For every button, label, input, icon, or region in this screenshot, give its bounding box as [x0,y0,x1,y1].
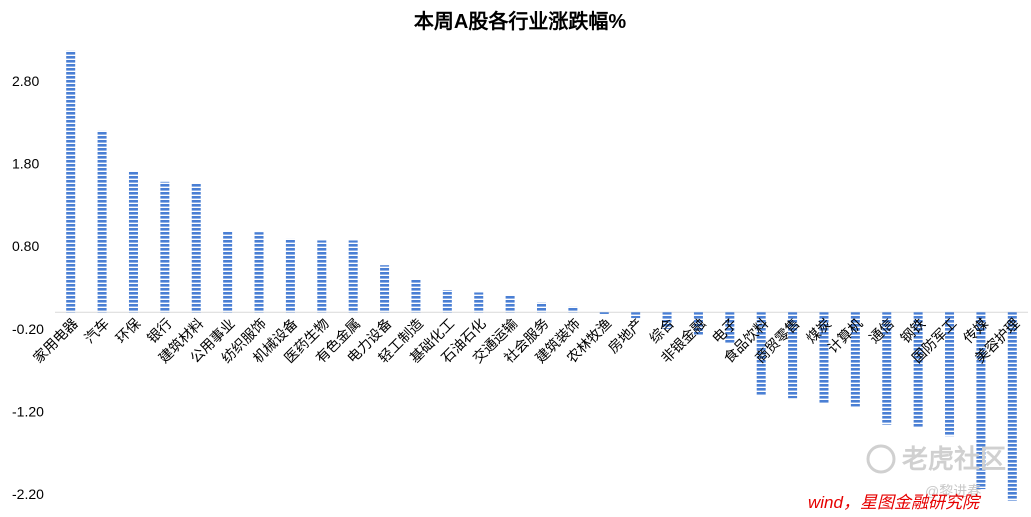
bar [474,292,484,313]
y-tick-label: -2.20 [12,486,44,502]
bar [411,279,421,313]
y-tick-label: -0.20 [12,321,44,337]
bar [850,312,860,407]
category-labels: 家用电器 汽车 环保 银行建筑材料公用事业纺织服饰机械设备医药生物有色金属电力设备轻工… [30,315,1023,366]
bar [66,50,76,313]
bar [191,183,201,313]
category-label: 汽车 [81,315,112,346]
bar [976,312,986,490]
category-label: 环保 [112,315,143,346]
y-tick-label: 2.80 [12,73,39,89]
bar [725,312,735,343]
bar [380,265,390,313]
category-label: 通信 [866,315,897,346]
bar [913,312,923,428]
bar [568,306,578,313]
bar [223,231,233,313]
chart-title: 本周A股各行业涨跌幅% [414,9,626,33]
bar [128,171,138,313]
y-tick-label: 0.80 [12,238,39,254]
bar [693,312,703,335]
bar [662,312,672,329]
bar [788,312,798,399]
bar [945,312,955,437]
bar [1007,312,1017,501]
category-label: 房地产 [605,315,646,356]
bar [756,312,766,395]
watermark-logo-icon [866,444,896,474]
source-note: wind，星图金融研究院 [808,493,982,512]
bar [160,181,170,313]
bar [254,232,264,313]
bar [317,240,327,313]
y-tick-label: -1.20 [12,403,44,419]
bar [348,240,358,313]
bar [882,312,892,425]
bar [599,312,609,314]
bar [631,312,641,319]
watermark-handle: @黎进春 [925,483,981,499]
bar [819,312,829,404]
bar [505,295,515,313]
bar [97,130,107,313]
watermark-brand: 老虎社区 [902,444,1006,474]
bar [285,238,295,313]
y-tick-label: 1.80 [12,156,39,172]
bar [442,289,452,313]
bar [537,302,546,313]
watermark: 老虎社区 @黎进春 [866,444,1006,499]
y-axis: 2.80 1.80 0.80 -0.20 -1.20 -2.20 [12,73,44,502]
bars-group [66,50,1017,501]
